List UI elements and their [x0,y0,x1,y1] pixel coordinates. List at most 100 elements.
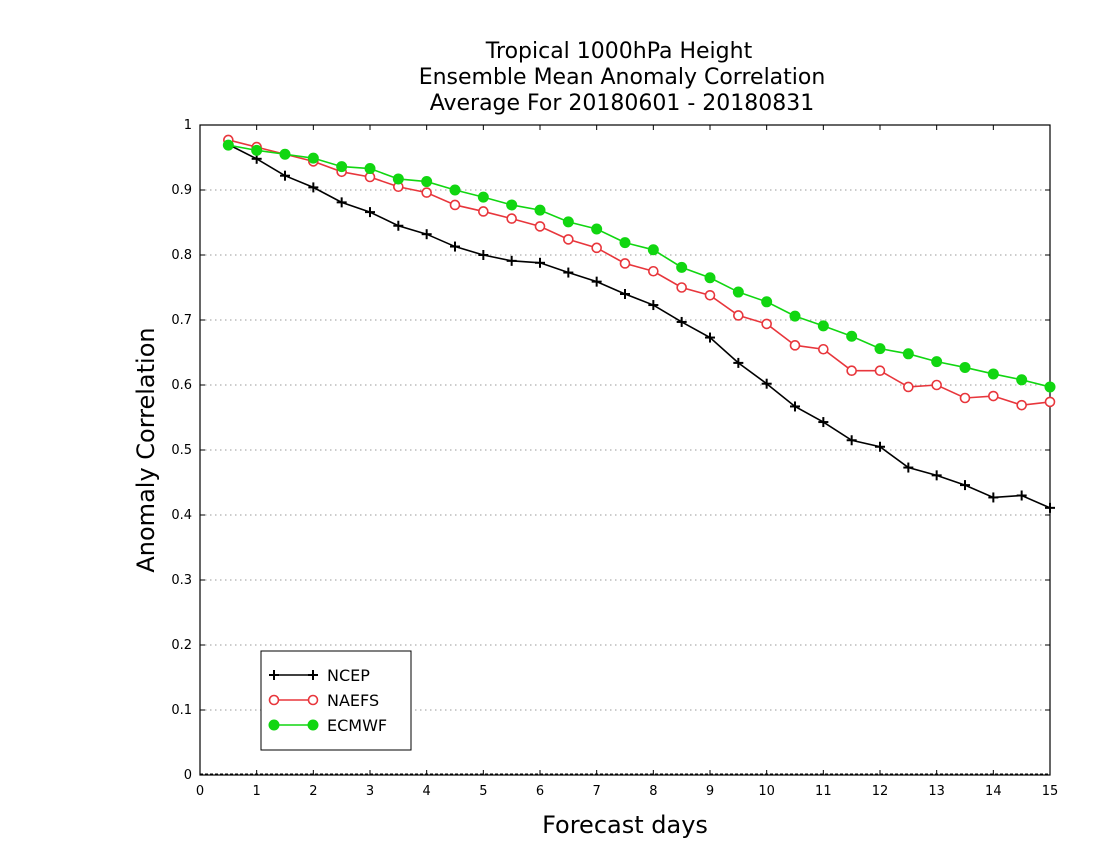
x-tick-label: 14 [985,784,1002,799]
data-point-ecmwf [987,368,999,380]
x-tick-label: 11 [815,784,832,799]
chart-title-line-3: Average For 20180601 - 20180831 [430,91,815,116]
data-point-ncep [336,197,347,208]
data-point-ncep [535,257,545,268]
data-point-naefs [874,365,886,377]
data-point-ncep [846,435,857,446]
data-point-naefs [846,365,857,377]
chart-title-line-1: Tropical 1000hPa Height [485,39,753,64]
data-point-ecmwf [931,356,943,368]
data-point-ncep [705,332,715,343]
y-tick-label: 0.8 [171,248,192,263]
data-point-ncep [421,229,432,240]
data-point-naefs [818,343,829,355]
data-point-ecmwf [222,139,234,151]
data-point-naefs [648,265,659,277]
data-point-ncep [648,300,659,311]
y-tick-label: 0.6 [171,378,192,393]
data-point-ncep [761,378,772,389]
data-point-ecmwf [449,184,461,196]
data-point-ncep [1045,502,1055,513]
data-point-naefs [591,242,602,254]
y-tick-label: 0.3 [171,573,192,588]
data-point-ncep [563,267,574,278]
data-point-naefs [676,282,687,293]
data-point-ncep [903,462,914,473]
x-tick-label: 5 [479,784,487,799]
data-point-ncep [676,316,687,327]
data-point-naefs [789,340,801,351]
data-point-ncep [931,470,942,481]
data-point-naefs [506,213,517,224]
legend-marker-naefs [268,694,280,706]
data-point-ncep [875,441,885,452]
x-tick-label: 1 [253,784,261,799]
data-point-naefs [959,392,971,404]
legend: NCEP NAEFS ECMWF [260,650,412,751]
data-point-ecmwf [1044,381,1056,393]
x-tick-label: 9 [706,784,714,799]
data-point-ncep [450,241,460,252]
y-axis-label: Anomaly Correlation [132,327,160,572]
data-point-ecmwf [562,216,574,228]
data-point-naefs [421,187,432,198]
data-point-naefs [534,221,546,232]
data-point-ecmwf [591,223,603,235]
series-line-naefs [228,139,1051,406]
data-point-ecmwf [336,161,348,173]
data-point-ecmwf [1016,374,1028,386]
x-tick-label: 4 [423,784,431,799]
data-point-ecmwf [364,163,376,175]
data-point-naefs [563,234,574,245]
data-point-naefs [704,289,716,301]
x-tick-label: 12 [872,784,889,799]
data-point-ecmwf [874,343,886,355]
legend-marker-ecmwf [268,719,280,731]
data-point-ncep [308,182,319,193]
data-point-ecmwf [647,244,659,256]
data-point-ecmwf [959,361,971,373]
series-line-ecmwf [228,144,1051,388]
data-point-ncep [478,250,489,260]
data-point-ncep [818,417,829,428]
chart-title: Tropical 1000hPa Height Ensemble Mean An… [419,39,826,116]
data-point-ecmwf [789,310,801,322]
data-point-ecmwf [506,199,518,211]
y-tick-label: 0.7 [171,313,192,328]
data-point-ecmwf [534,204,546,216]
legend-label-ncep: NCEP [327,666,370,685]
x-tick-label: 0 [196,784,204,799]
series-naefs [223,134,1056,411]
data-point-ecmwf [902,348,914,360]
data-point-naefs [619,258,631,269]
series-ncep [223,139,1055,513]
series-ecmwf [222,139,1056,393]
x-tick-label: 7 [593,784,601,799]
data-point-ecmwf [421,176,433,188]
data-point-ncep [591,276,602,287]
grid-lines [200,189,1050,775]
x-tick-label: 3 [366,784,374,799]
x-tick-label: 10 [758,784,775,799]
data-point-ecmwf [704,272,716,284]
legend-label-naefs: NAEFS [327,691,379,710]
x-tick-label: 6 [536,784,544,799]
series-line-ncep [227,143,1051,509]
data-point-ncep [733,357,744,368]
chart-title-line-2: Ensemble Mean Anomaly Correlation [419,65,826,90]
data-point-naefs [988,390,999,402]
data-point-ncep [365,207,375,218]
data-point-ecmwf [761,296,773,308]
legend-marker-naefs [307,694,319,706]
x-tick-label: 13 [928,784,945,799]
x-axis-label: Forecast days [542,811,708,839]
data-point-ncep [620,289,630,299]
data-point-naefs [1044,396,1056,408]
axis-ticks: 00.10.20.30.40.50.60.70.80.910 1 2 3 4 5 6 7 8 9 1… [171,118,1058,799]
y-tick-label: 1 [184,118,192,133]
legend-marker-ecmwf [307,719,319,731]
data-point-ncep [960,480,970,491]
data-point-ecmwf [279,148,291,160]
y-tick-label: 0.1 [171,703,192,718]
y-tick-label: 0.2 [171,638,192,653]
